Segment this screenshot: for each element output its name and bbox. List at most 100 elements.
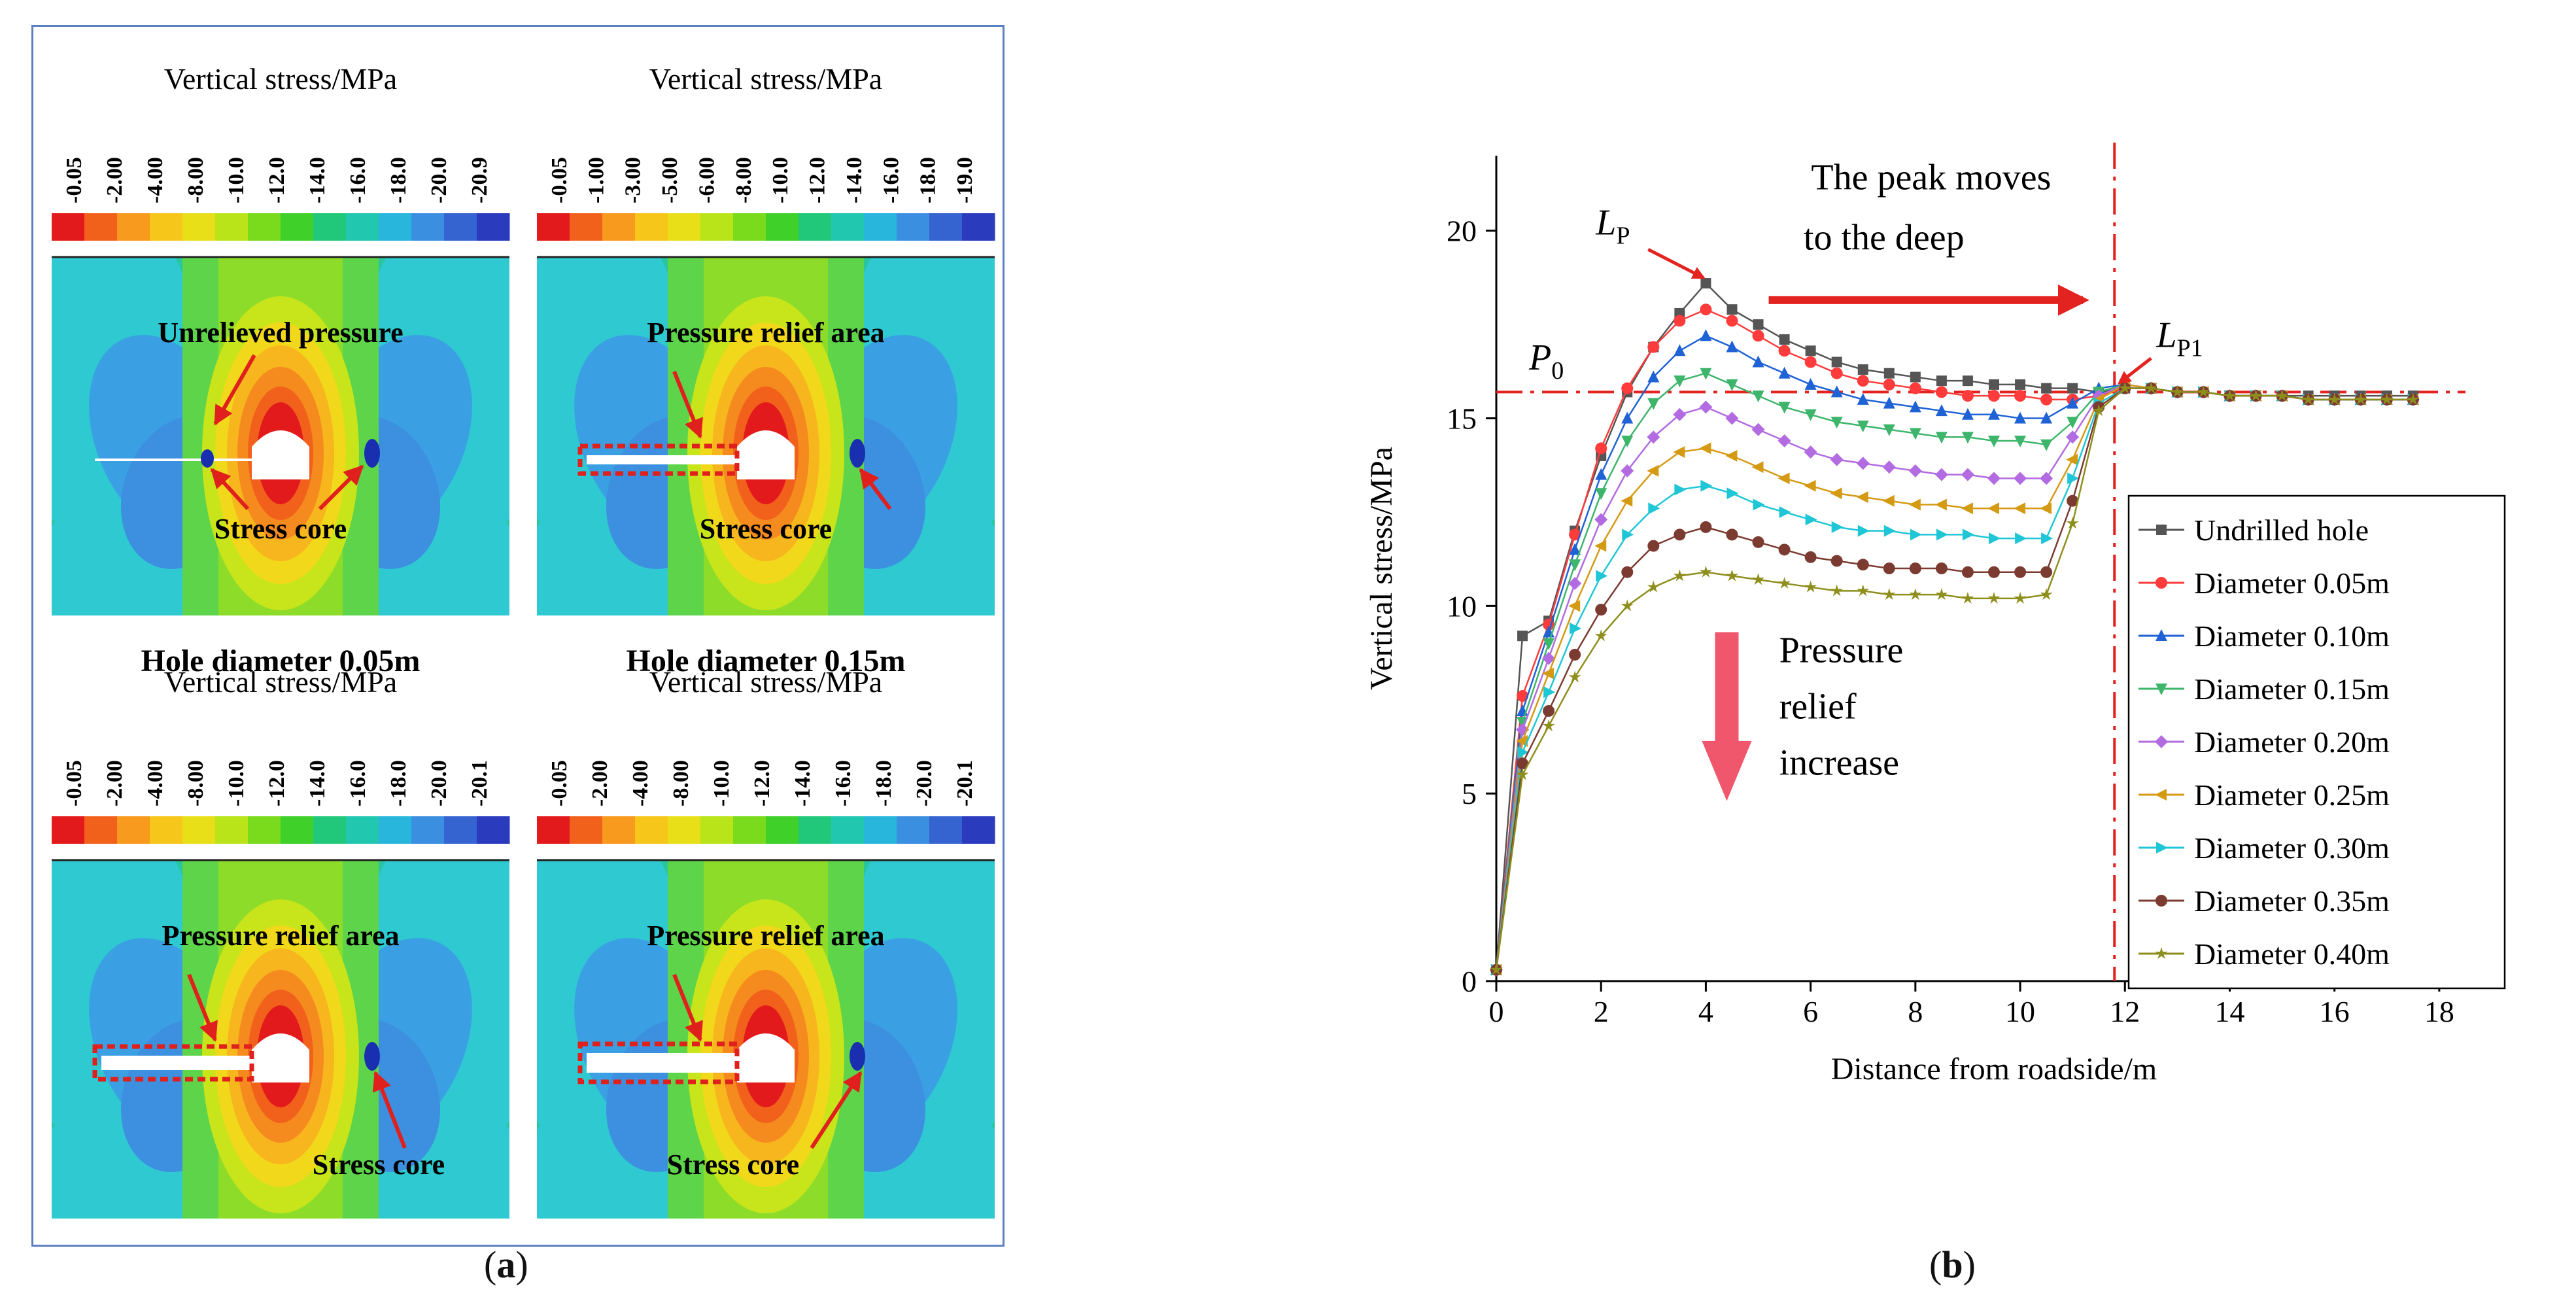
- data-point-marker: [1962, 528, 1974, 541]
- caption-a: (a): [484, 1243, 528, 1286]
- colorbar-tick-label: -14.0: [842, 157, 867, 203]
- data-point-marker: [1699, 400, 1713, 414]
- legend-entry: Diameter 0.40m: [2138, 937, 2390, 971]
- borehole: [587, 455, 737, 464]
- data-point-marker: [1568, 600, 1581, 612]
- legend-label: Undrilled hole: [2194, 513, 2369, 547]
- data-point-marker: [1621, 435, 1634, 447]
- data-point-marker: [1674, 375, 1686, 388]
- data-point-marker: [2014, 390, 2027, 402]
- data-point-marker: [1988, 407, 2000, 420]
- legend-entry: Diameter 0.15m: [2138, 672, 2390, 706]
- data-point-marker: [1594, 513, 1608, 527]
- colorbar-tick-label: -12.0: [806, 157, 830, 203]
- data-point-marker: [1725, 411, 1739, 425]
- colorbar-segment: [313, 213, 347, 241]
- data-point-marker: [1804, 580, 1817, 593]
- data-point-marker: [2155, 577, 2167, 589]
- data-point-marker: [1700, 278, 1711, 289]
- data-point-marker: [2155, 895, 2167, 907]
- data-point-marker: [1962, 375, 1973, 387]
- data-point-marker: [1779, 334, 1790, 345]
- data-point-marker: [1516, 768, 1529, 780]
- colorbar-segment: [831, 213, 865, 241]
- data-point-marker: [2041, 383, 2052, 394]
- data-point-marker: [1725, 449, 1738, 462]
- data-point-marker: [2067, 472, 2080, 485]
- data-point-marker: [1752, 536, 1764, 548]
- data-point-marker: [1804, 356, 1817, 368]
- data-point-marker: [1569, 648, 1581, 661]
- data-point-marker: [1857, 421, 1869, 433]
- data-point-marker: [1543, 638, 1555, 650]
- data-point-marker: [1805, 513, 1817, 526]
- data-point-marker: [1700, 368, 1712, 380]
- data-point-marker: [2155, 629, 2167, 641]
- pressure-relief-box: [92, 1044, 254, 1082]
- legend-title: Vertical stress/MPa: [649, 665, 882, 699]
- data-point-marker: [1935, 432, 1948, 444]
- x-tick-label: 6: [1803, 995, 1818, 1028]
- data-point-marker: [1516, 735, 1528, 747]
- stress-core-marker: [850, 1042, 865, 1071]
- data-point-marker: [1647, 398, 1660, 410]
- x-tick-label: 4: [1698, 995, 1713, 1028]
- colorbar-tick-label: -0.05: [62, 157, 86, 203]
- roadway-opening: [252, 430, 309, 479]
- data-point-marker: [1856, 457, 1870, 470]
- data-point-marker: [1648, 502, 1660, 515]
- colorbar-segment: [897, 213, 930, 241]
- data-point-marker: [2155, 947, 2168, 960]
- data-point-marker: [1961, 407, 1974, 420]
- colorbar-tick-label: -14.0: [305, 760, 330, 806]
- colorbar-tick-label: -8.00: [669, 760, 693, 806]
- legend-label: Diameter 0.10m: [2194, 619, 2390, 653]
- colorbar-segment: [831, 816, 865, 844]
- colorbar-segment: [52, 213, 85, 241]
- data-point-marker: [1934, 498, 1947, 511]
- colorbar-segment: [313, 816, 347, 844]
- annotation-arrow: [859, 468, 892, 510]
- data-point-marker: [1569, 559, 1581, 572]
- data-point-marker: [1961, 432, 1974, 444]
- borehole: [101, 1056, 252, 1070]
- colorbar-tick-label: -20.1: [953, 760, 977, 806]
- colorbar-tick-label: -4.00: [143, 760, 167, 806]
- data-point-marker: [1857, 392, 1869, 405]
- contour-annotations: Unrelieved pressure Stress core: [158, 317, 403, 545]
- data-point-marker: [1725, 569, 1738, 581]
- data-point-marker: [1674, 483, 1687, 496]
- annotation-arrow: [318, 464, 364, 511]
- data-point-marker: [1777, 434, 1791, 447]
- colorbar-segment: [215, 213, 249, 241]
- data-point-marker: [1490, 963, 1503, 975]
- lp1-arrow: [2118, 356, 2152, 385]
- y-tick-label: 20: [1447, 215, 1477, 248]
- colorbar-segment: [444, 213, 477, 241]
- annotation-arrow: [672, 973, 703, 1042]
- data-point-marker: [1752, 390, 1764, 403]
- data-point-marker: [2040, 588, 2053, 600]
- relief-text-line3: increase: [1779, 743, 1899, 784]
- data-point-marker: [2354, 392, 2367, 405]
- data-point-marker: [1989, 379, 1999, 390]
- data-point-marker: [2014, 591, 2027, 604]
- colorbar-tick-label: -10.0: [768, 157, 793, 203]
- stress-core-marker: [364, 1042, 380, 1071]
- data-point-marker: [2156, 842, 2168, 854]
- colorbar-tick-label: -20.1: [468, 760, 492, 806]
- y-tick-label: 15: [1447, 402, 1477, 436]
- x-tick-label: 14: [2214, 995, 2244, 1028]
- subplot-title: Hole diameter 0.05m: [141, 644, 420, 678]
- contour-subplot: Vertical stress/MPa-0.05 -1.00 -3.00 -5.00-…: [537, 62, 995, 241]
- colorbar-segment: [668, 213, 701, 241]
- data-point-marker: [1961, 566, 1974, 578]
- data-point-marker: [1517, 757, 1529, 770]
- data-point-marker: [1804, 551, 1817, 563]
- data-point-marker: [1830, 417, 1843, 429]
- legend-label: Diameter 0.30m: [2194, 831, 2390, 865]
- data-point-marker: [2040, 566, 2053, 578]
- data-point-marker: [1700, 479, 1713, 492]
- data-point-marker: [2328, 392, 2341, 405]
- data-point-marker: [2040, 411, 2053, 424]
